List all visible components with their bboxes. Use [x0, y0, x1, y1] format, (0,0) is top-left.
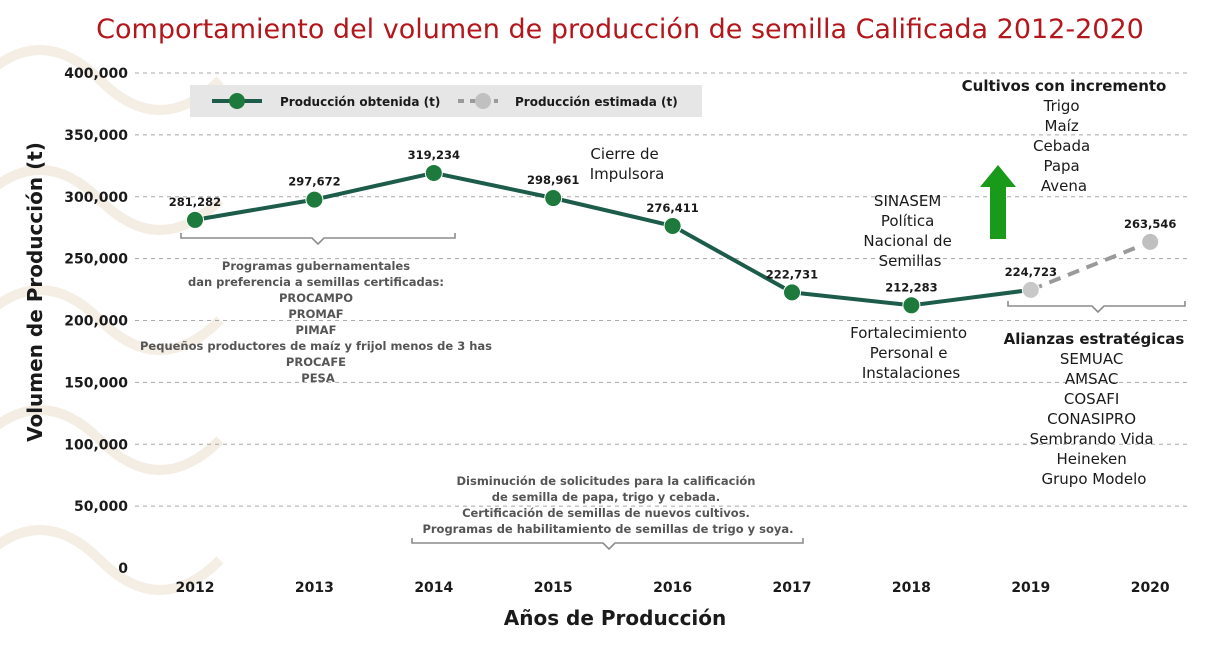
annotation-fortalecimiento: Fortalecimiento Personal e Instalaciones — [850, 324, 972, 382]
x-tick-label: 2020 — [1131, 580, 1170, 596]
series-line-estimada — [1030, 240, 1151, 292]
x-tick-label: 2014 — [414, 580, 453, 596]
x-axis-title: Años de Producción — [504, 606, 727, 630]
brace-programas — [180, 233, 456, 246]
y-tick-label: 150,000 — [64, 375, 128, 391]
y-tick-label: 350,000 — [64, 128, 128, 144]
series-points — [186, 163, 1160, 315]
x-tick-label: 2019 — [1011, 580, 1050, 596]
data-point — [186, 210, 204, 229]
data-point — [902, 296, 921, 315]
x-tick-label: 2012 — [176, 580, 215, 596]
annotation-sinasem: SINASEM Política Nacional de Semillas — [863, 192, 956, 270]
y-tick-label: 300,000 — [64, 190, 128, 206]
data-label: 319,234 — [408, 148, 460, 162]
x-tick-label: 2013 — [295, 580, 334, 596]
data-point — [1141, 232, 1160, 251]
alianzas-title: Alianzas estratégicas — [1004, 330, 1185, 348]
annotation-disminucion: Disminución de solicitudes para la calif… — [422, 474, 793, 536]
cultivos-title: Cultivos con incremento — [962, 77, 1167, 95]
x-axis-ticks: 2012 2013 2014 2015 2016 2017 2018 2019 2020 — [176, 580, 1170, 596]
annotation-cierre: Cierre de Impulsora — [590, 145, 665, 183]
legend-background — [190, 85, 702, 117]
y-tick-label: 50,000 — [74, 499, 128, 515]
braces — [180, 233, 1186, 551]
series-lines — [194, 170, 1151, 308]
brace-disminucion — [411, 538, 804, 551]
y-tick-label: 400,000 — [64, 66, 128, 82]
y-tick-label: 0 — [118, 561, 128, 577]
data-label: 212,283 — [885, 280, 937, 294]
alianzas-list: SEMUAC AMSAC COSAFI CONASIPRO Sembrando … — [1030, 350, 1159, 488]
x-tick-label: 2018 — [892, 580, 931, 596]
y-tick-label: 100,000 — [64, 437, 128, 453]
series-line-obtenida — [194, 170, 1032, 308]
data-label: 297,672 — [288, 175, 340, 189]
legend-label-obtenida: Producción obtenida (t) — [280, 95, 440, 109]
y-axis-title: Volumen de Producción (t) — [23, 142, 47, 442]
data-label: 276,411 — [646, 201, 698, 215]
data-point — [544, 189, 563, 208]
x-tick-label: 2017 — [773, 580, 812, 596]
data-label: 222,731 — [766, 267, 818, 281]
data-point — [663, 216, 682, 235]
data-label: 281,282 — [169, 195, 221, 209]
y-tick-label: 250,000 — [64, 252, 128, 268]
data-label: 263,546 — [1124, 217, 1176, 231]
legend: Producción obtenida (t) Producción estim… — [190, 85, 702, 117]
data-label: 224,723 — [1005, 265, 1057, 279]
data-label: 298,961 — [527, 173, 579, 187]
cultivos-list: Trigo Maíz Cebada Papa Avena — [1033, 97, 1095, 195]
legend-marker-estimada — [475, 93, 491, 109]
data-point — [783, 283, 801, 302]
data-labels: 281,282 297,672 319,234 298,961 276,411 222,7… — [169, 148, 1177, 294]
x-tick-label: 2015 — [534, 580, 573, 596]
y-tick-label: 200,000 — [64, 314, 128, 330]
chart-title: Comportamiento del volumen de producción… — [96, 14, 1144, 45]
data-point — [424, 163, 443, 182]
data-point — [1021, 280, 1040, 299]
x-tick-label: 2016 — [653, 580, 692, 596]
legend-marker-obtenida — [229, 93, 245, 109]
y-axis-ticks: 0 50,000 100,000 150,000 200,000 250,000 300,0… — [64, 66, 128, 577]
legend-label-estimada: Producción estimada (t) — [515, 95, 678, 109]
brace-alianzas — [1007, 301, 1186, 314]
increase-arrow-icon — [980, 165, 1016, 239]
data-point — [305, 190, 324, 209]
annotation-programas: Programas gubernamentales dan preferenci… — [140, 259, 496, 385]
